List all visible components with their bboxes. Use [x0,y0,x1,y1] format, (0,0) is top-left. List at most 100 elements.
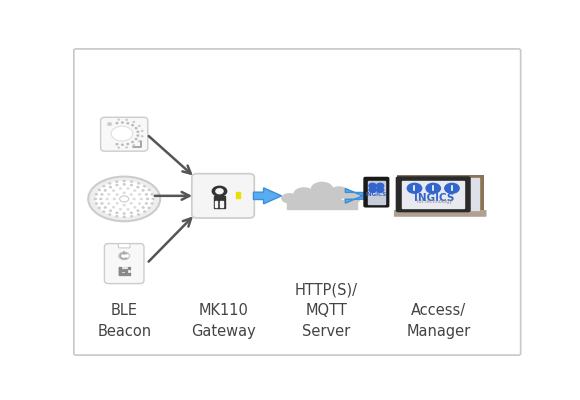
Circle shape [152,198,154,200]
Bar [214,196,225,208]
Polygon shape [345,188,378,203]
Circle shape [137,210,139,211]
Circle shape [142,190,144,191]
Bar [125,269,126,271]
Circle shape [130,216,133,217]
Circle shape [118,119,119,120]
Circle shape [137,214,139,215]
Circle shape [124,213,125,214]
Ellipse shape [316,191,342,204]
Ellipse shape [344,193,361,204]
Bar [119,271,121,273]
Bar [220,201,223,207]
Circle shape [108,123,111,125]
Circle shape [147,198,148,200]
Circle shape [134,190,136,191]
FancyBboxPatch shape [104,244,144,284]
Circle shape [109,214,111,215]
Circle shape [146,194,147,195]
Circle shape [118,147,119,148]
Circle shape [445,183,459,193]
Circle shape [124,216,125,218]
Circle shape [407,183,422,193]
Ellipse shape [300,193,325,204]
Bar [128,273,129,275]
Circle shape [146,203,147,204]
Circle shape [119,188,121,189]
Circle shape [139,141,140,142]
Circle shape [117,194,118,195]
Ellipse shape [281,193,298,204]
Circle shape [426,183,440,193]
Text: MK110
Gateway: MK110 Gateway [191,303,255,339]
Circle shape [124,204,125,206]
Bar [125,271,126,273]
Circle shape [376,188,384,192]
Circle shape [134,207,136,208]
Circle shape [124,180,125,182]
Circle shape [116,212,118,213]
Circle shape [442,178,462,192]
Circle shape [116,216,118,217]
Circle shape [101,203,103,204]
Text: INGICS: INGICS [414,192,455,202]
Circle shape [144,186,146,187]
Circle shape [99,189,100,190]
Ellipse shape [329,186,349,199]
Circle shape [127,209,129,210]
Circle shape [148,189,150,190]
Text: BLE
Beacon: BLE Beacon [97,303,151,339]
FancyBboxPatch shape [100,117,148,151]
Circle shape [369,188,376,192]
Bar [119,269,121,271]
Circle shape [116,181,118,182]
Bar [125,273,126,275]
Circle shape [119,209,121,210]
Circle shape [130,194,132,195]
Circle shape [133,198,135,200]
Circle shape [110,210,111,211]
Circle shape [116,144,118,145]
Circle shape [119,196,129,202]
Circle shape [109,183,111,184]
Circle shape [137,186,139,188]
Circle shape [122,122,123,123]
Bar [119,273,121,275]
Circle shape [104,190,106,191]
Bar [215,201,218,207]
Circle shape [133,145,135,146]
Circle shape [119,252,129,260]
Circle shape [376,183,384,188]
Circle shape [137,183,139,184]
Ellipse shape [95,181,153,217]
Circle shape [103,186,105,187]
Circle shape [216,189,223,194]
Text: iot technology: iot technology [417,200,452,204]
Bar [287,200,357,209]
Circle shape [116,122,118,124]
Ellipse shape [293,187,315,201]
Bar [122,269,124,271]
Text: HTTP(S)/
MQTT
Server: HTTP(S)/ MQTT Server [295,282,358,339]
Circle shape [422,178,442,192]
Circle shape [100,198,101,200]
Circle shape [151,203,153,204]
Circle shape [369,183,376,188]
Circle shape [113,190,114,191]
Circle shape [126,147,127,148]
Circle shape [135,128,137,129]
Circle shape [403,178,423,192]
Circle shape [139,194,140,195]
Circle shape [110,186,111,188]
Circle shape [126,119,127,120]
Bar [368,181,385,204]
Circle shape [442,191,462,204]
Circle shape [96,194,97,195]
Circle shape [144,211,146,212]
Bar [402,180,465,208]
FancyBboxPatch shape [396,176,471,212]
Circle shape [96,203,97,204]
Circle shape [101,194,103,195]
Circle shape [99,207,100,208]
FancyBboxPatch shape [363,177,389,208]
